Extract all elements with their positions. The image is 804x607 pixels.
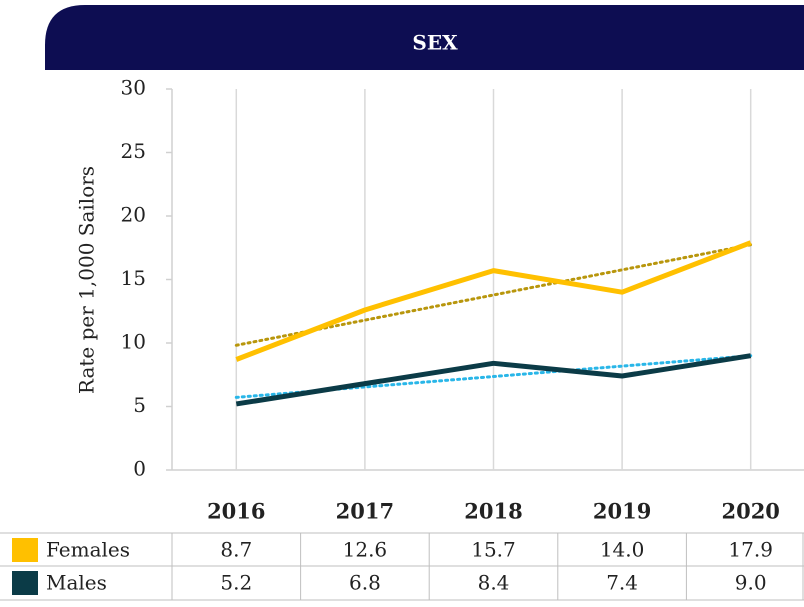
x-tick-label: 2020 [721,499,779,524]
table-cell: 5.2 [220,571,252,595]
legend-swatch [12,538,38,562]
y-tick-label: 15 [121,266,146,290]
y-tick-label: 5 [133,393,146,417]
x-tick-label: 2017 [336,499,394,524]
table-cell: 8.7 [220,538,252,562]
x-tick-label: 2018 [464,499,522,524]
table-cell: 14.0 [600,538,645,562]
x-tick-label: 2016 [207,499,265,524]
series-line [235,353,752,407]
table-cell: 6.8 [349,571,381,595]
table-cell: 12.6 [343,538,388,562]
legend-label: Males [46,571,107,595]
y-tick-label: 30 [121,76,146,100]
table-cell: 8.4 [478,571,510,595]
series-line [235,240,752,362]
table-cell: 9.0 [735,571,767,595]
legend-label: Females [46,538,130,562]
table-cell: 15.7 [471,538,516,562]
legend-swatch [12,571,38,595]
header-banner [45,5,804,70]
chart-title: SEX [412,31,458,55]
y-tick-label: 25 [121,139,146,163]
table-cell: 17.9 [728,538,773,562]
y-tick-label: 10 [121,330,146,354]
x-tick-label: 2019 [593,499,651,524]
y-tick-label: 20 [121,203,146,227]
y-axis-title: Rate per 1,000 Sailors [75,166,99,394]
y-tick-label: 0 [133,457,146,481]
table-cell: 7.4 [606,571,638,595]
